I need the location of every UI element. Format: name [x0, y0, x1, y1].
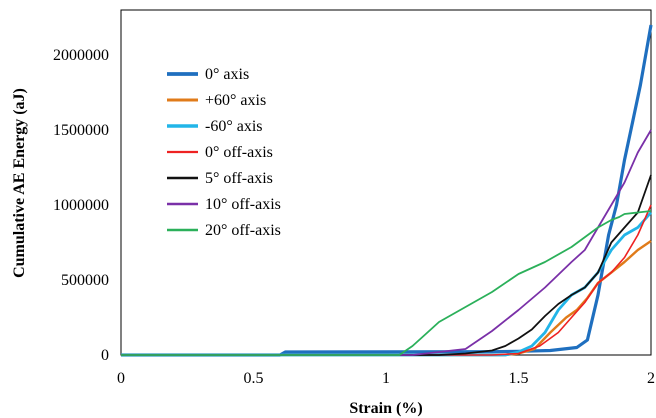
series-line-3	[121, 204, 652, 356]
y-axis-title: Cumulative AE Energy (aJ)	[11, 88, 28, 278]
x-tick-label: 1.5	[509, 370, 529, 387]
x-tick-label: 0	[117, 370, 125, 387]
legend-label: 5° off-axis	[205, 170, 273, 187]
legend-label: +60° axis	[205, 92, 266, 109]
series-line-4	[121, 174, 652, 356]
x-tick-label: 2	[647, 370, 655, 387]
legend-label: 0° axis	[205, 66, 249, 83]
y-tick-label: 0	[101, 347, 109, 364]
series-lines	[121, 24, 653, 357]
x-tick-label: 1	[382, 370, 390, 387]
y-tick-label: 2000000	[53, 47, 109, 64]
y-tick-label: 1500000	[53, 122, 109, 139]
series-line-6	[121, 210, 652, 356]
legend-label: 10° off-axis	[205, 196, 281, 213]
x-tick-label: 0.5	[244, 370, 264, 387]
x-axis-title: Strain (%)	[349, 400, 422, 417]
series-line-0	[121, 24, 653, 357]
legend: 0° axis +60° axis -60° axis 0° off-axis 5° o…	[167, 66, 281, 239]
legend-label: -60° axis	[205, 118, 263, 135]
y-tick-label: 500000	[61, 272, 109, 289]
y-axis-ticks: 0 500000 1000000 1500000 2000000	[53, 47, 109, 364]
legend-label: 0° off-axis	[205, 144, 273, 161]
y-tick-label: 1000000	[53, 197, 109, 214]
x-axis-ticks: 0 0.5 1 1.5 2	[117, 370, 655, 387]
legend-label: 20° off-axis	[205, 222, 281, 239]
series-line-5	[121, 129, 652, 356]
plot-area-frame	[120, 9, 652, 356]
